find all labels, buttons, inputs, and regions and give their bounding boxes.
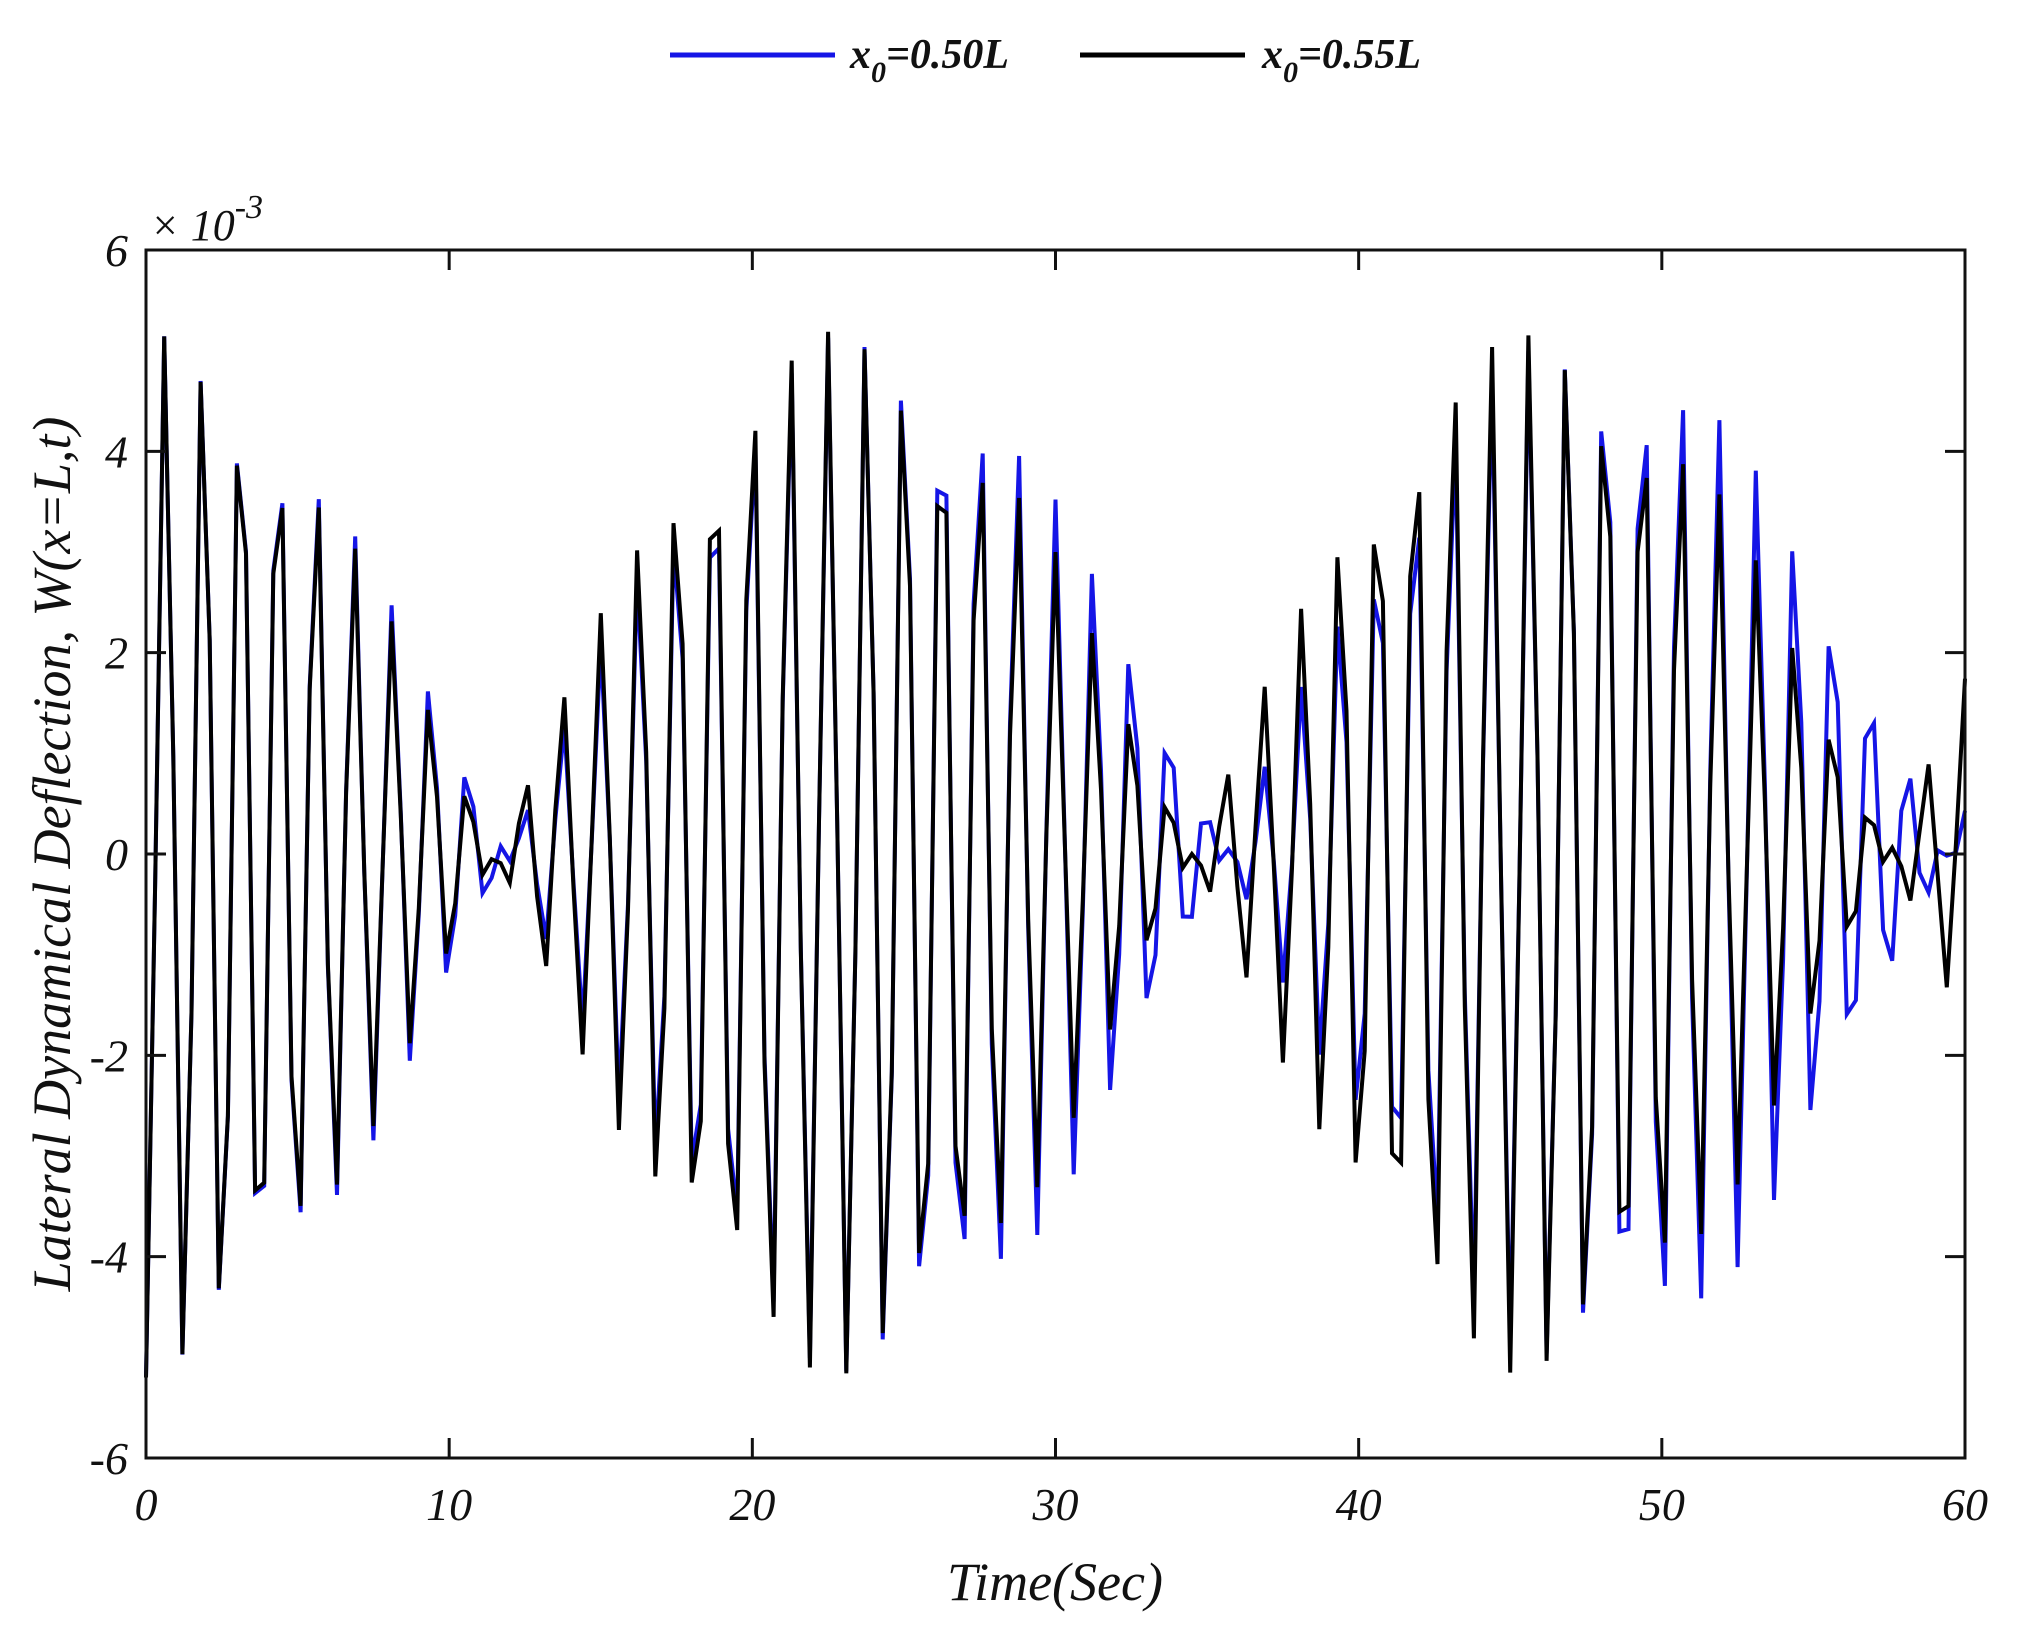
y-axis-label: Lateral Dynamical Deflection, W(x=L,t) — [22, 417, 82, 1293]
series-line-x055 — [144, 331, 1967, 1378]
x-tick-label-60: 60 — [1942, 1479, 1988, 1530]
x-tick-labels: 0 10 20 30 40 50 60 — [135, 1479, 1989, 1530]
x-tick-label-30: 30 — [1032, 1479, 1079, 1530]
x-tick-label-0: 0 — [135, 1479, 158, 1530]
y-multiplier: × 10-3 — [150, 189, 263, 250]
series-line-x050 — [144, 336, 1967, 1378]
y-tick-label-neg6: -6 — [90, 1433, 128, 1484]
x-axis-label: Time(Sec) — [947, 1552, 1163, 1612]
legend-label-x055: x0=0.55L — [1261, 32, 1421, 89]
y-tick-label-neg2: -2 — [90, 1030, 128, 1081]
y-tick-label-0: 0 — [105, 829, 128, 880]
series-layer — [144, 331, 1967, 1378]
y-tick-label-neg4: -4 — [90, 1232, 128, 1283]
y-tick-label-2: 2 — [105, 628, 128, 679]
legend-label-x050: x0=0.50L — [849, 32, 1009, 89]
y-tick-labels: -6 -4 -2 0 2 4 6 — [90, 225, 128, 1484]
x-tick-label-20: 20 — [729, 1479, 775, 1530]
legend: x0=0.50L x0=0.55L — [670, 32, 1421, 89]
x-tick-label-40: 40 — [1336, 1479, 1382, 1530]
plot-frame — [144, 248, 1967, 1460]
y-tick-label-6: 6 — [105, 225, 128, 276]
y-ticks — [146, 248, 1965, 1460]
x-ticks — [144, 250, 1967, 1458]
x-tick-label-50: 50 — [1639, 1479, 1685, 1530]
x-tick-label-10: 10 — [426, 1479, 472, 1530]
y-tick-label-4: 4 — [105, 426, 128, 477]
